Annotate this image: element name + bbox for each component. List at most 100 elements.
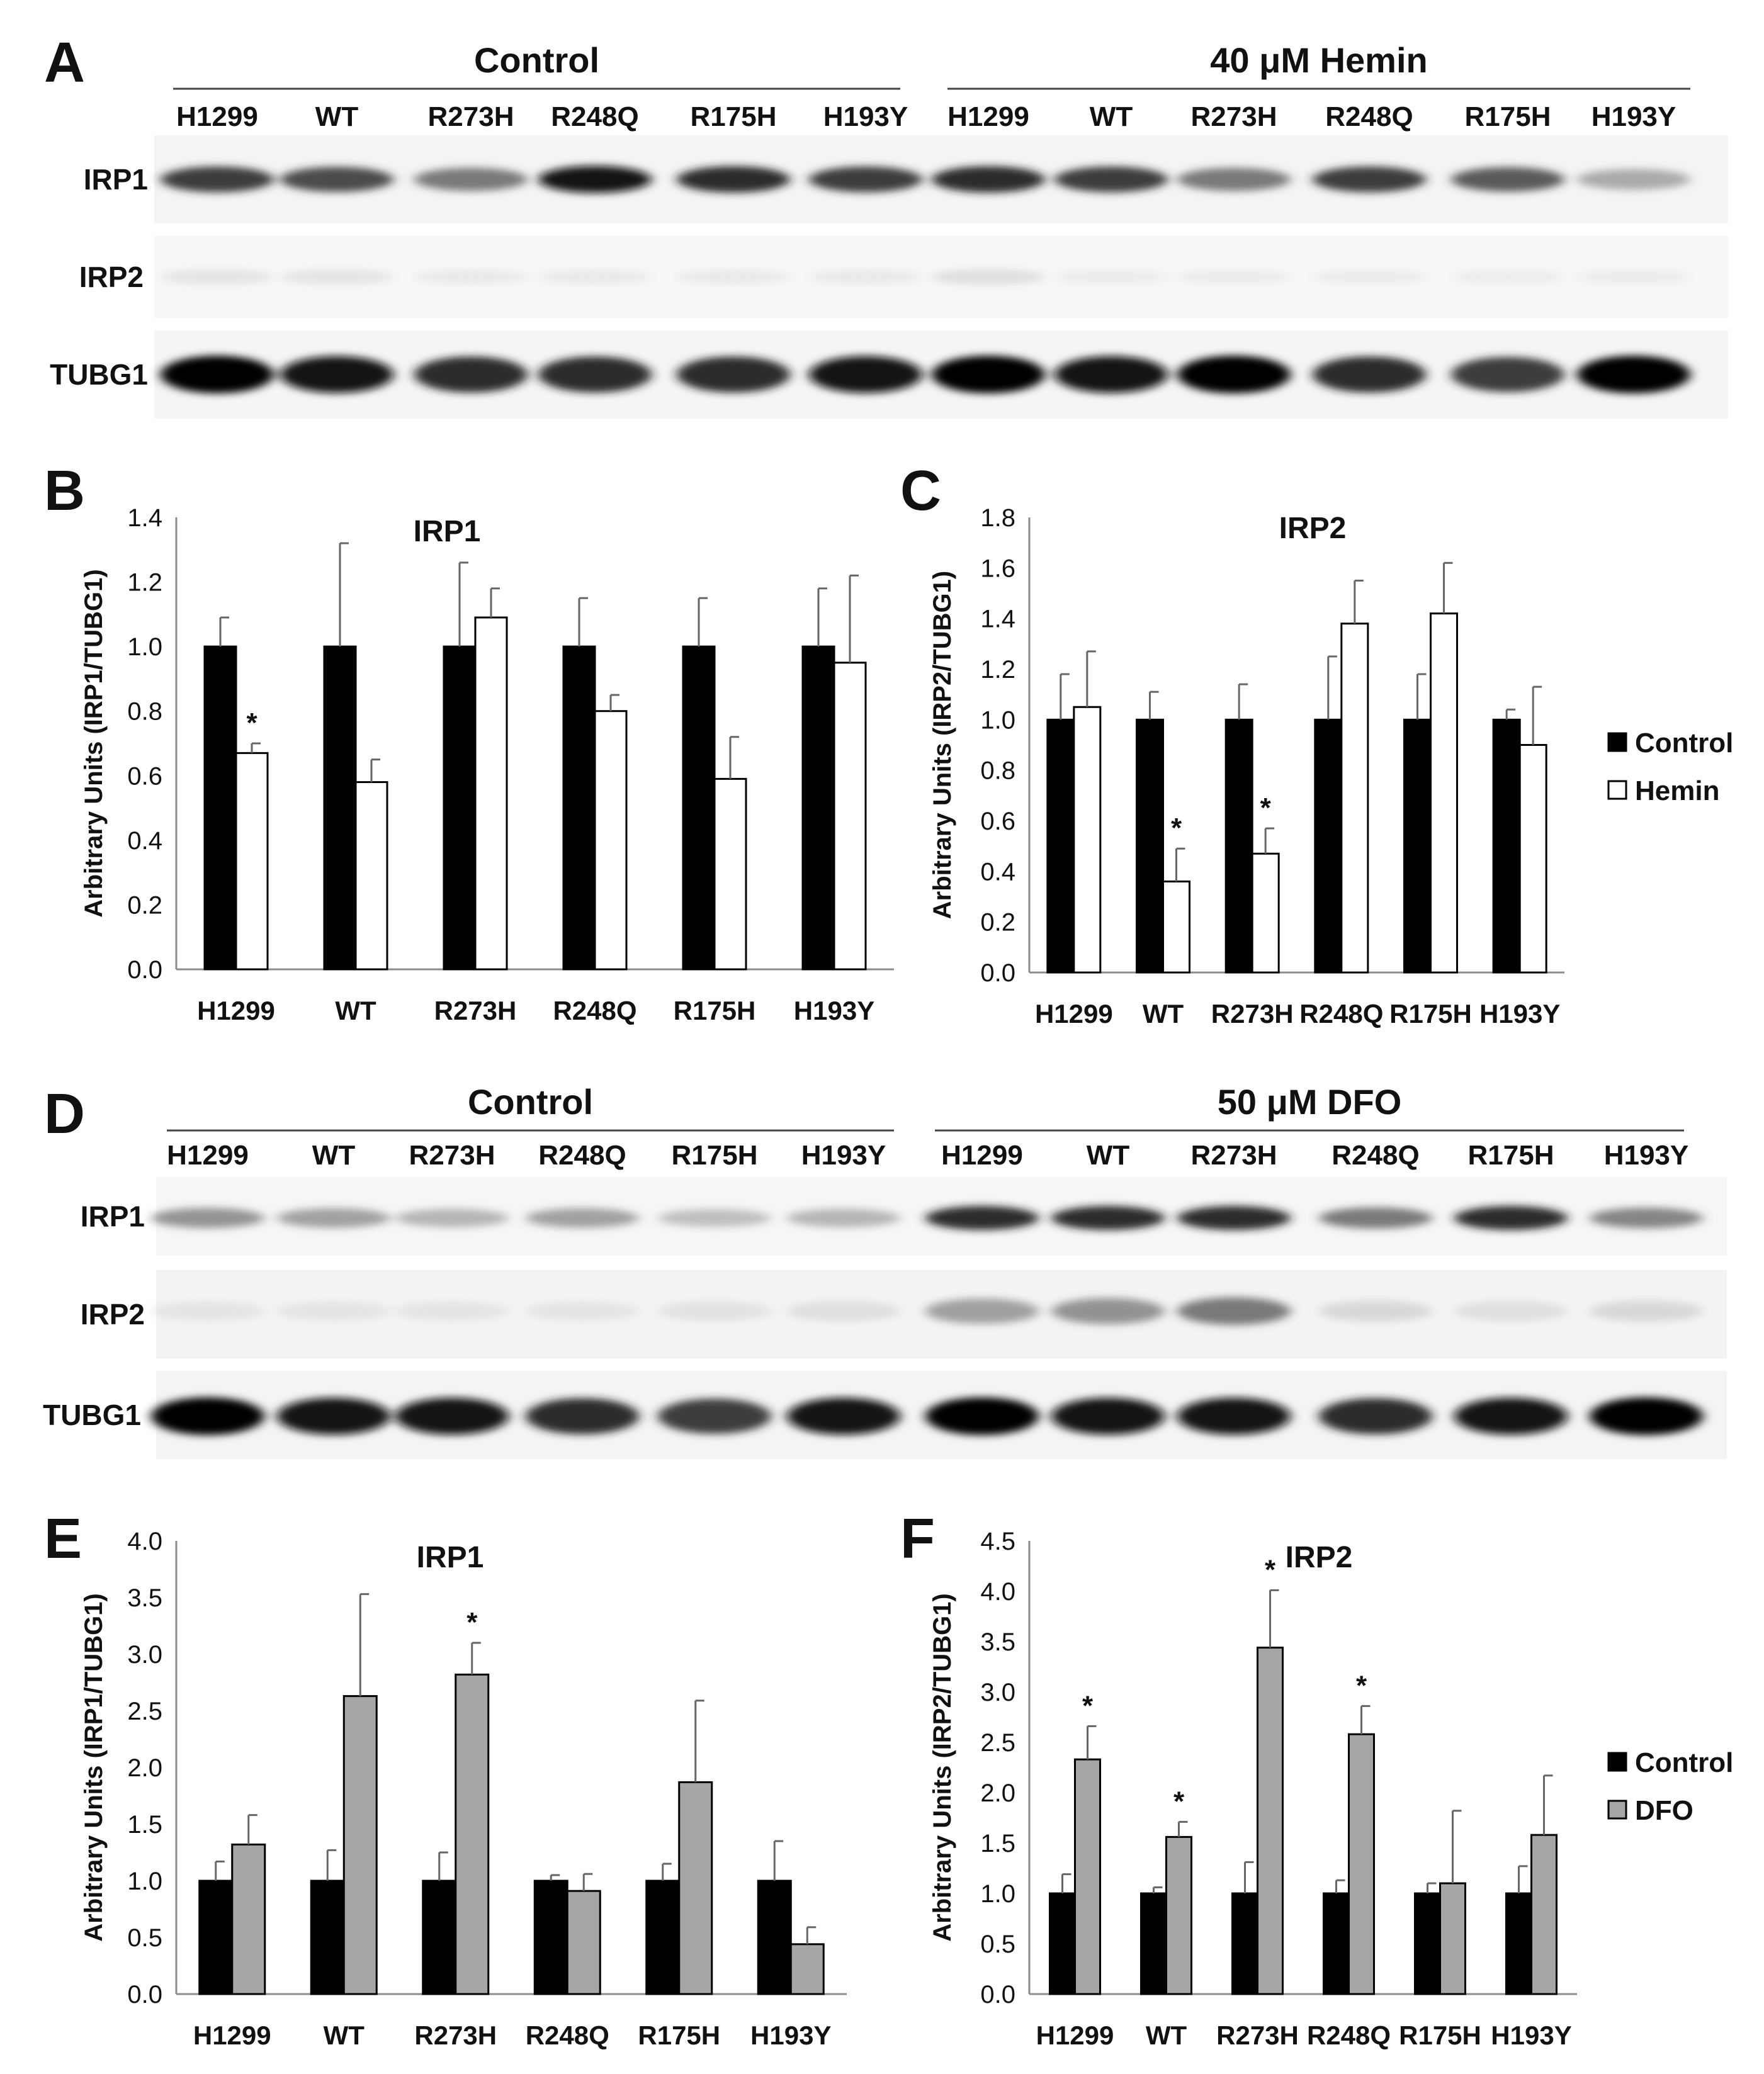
band: [1454, 1205, 1568, 1231]
chart-title: IRP1: [414, 515, 481, 548]
bar-hemin: [833, 662, 867, 971]
x-tick-label: R248Q: [526, 2020, 609, 2050]
bar-hemin: [1073, 706, 1102, 974]
bar-dfo: [231, 1843, 266, 1995]
band: [677, 356, 790, 393]
x-tick-label: H1299: [1036, 2020, 1114, 2050]
band: [925, 1205, 1039, 1231]
bar-hemin: [354, 781, 388, 971]
blot-blot_D: Control 50 μM DFO H1299 WT R273H R248Q R175H H1…: [43, 1082, 1727, 1459]
blot-bands: [161, 356, 1690, 393]
x-tick-label: R273H: [1211, 999, 1294, 1029]
y-tick-label: 0.2: [980, 909, 1015, 937]
band: [1051, 1205, 1165, 1231]
band: [1319, 1300, 1432, 1322]
x-tick-label: WT: [335, 996, 376, 1025]
x-tick-label: R175H: [1399, 2020, 1481, 2050]
band: [1451, 269, 1564, 285]
band: [1177, 269, 1291, 285]
band: [151, 1397, 264, 1435]
lane-label: H1299: [941, 1140, 1023, 1171]
y-axis-label: Arbitrary Units (IRP1/TUBG1): [80, 1593, 108, 1941]
lane-label: R175H: [1468, 1140, 1554, 1171]
lane-label: R273H: [1191, 101, 1277, 132]
y-tick-label: 1.0: [127, 1868, 162, 1895]
x-tick-label: WT: [1143, 999, 1184, 1029]
y-tick-label: 1.5: [127, 1811, 162, 1839]
lane-label: R175H: [672, 1140, 758, 1171]
band: [538, 356, 652, 393]
y-tick-label: 1.2: [980, 656, 1015, 684]
y-tick-label: 0.0: [980, 1981, 1015, 2009]
legend-label: DFO: [1635, 1795, 1693, 1826]
y-tick-label: 0.5: [127, 1924, 162, 1952]
band: [395, 1301, 509, 1321]
band: [1177, 1397, 1291, 1435]
blot-row-label: TUBG1: [50, 358, 148, 391]
y-tick-label: 1.0: [980, 706, 1015, 734]
significance-star: *: [1260, 792, 1272, 823]
bar-control: [645, 1880, 681, 1995]
y-tick-label: 4.0: [980, 1578, 1015, 1606]
x-tick-label: H193Y: [750, 2020, 831, 2050]
band: [1177, 356, 1291, 393]
bar-control: [533, 1880, 568, 1995]
band: [1313, 166, 1426, 193]
bar-control: [801, 645, 835, 971]
bar-control: [1136, 718, 1164, 974]
lane-label: R175H: [691, 101, 777, 132]
bar-dfo: [1530, 1834, 1558, 1995]
bar-control: [682, 645, 716, 971]
legend-swatch: [1607, 780, 1627, 800]
significance-star: *: [466, 1607, 478, 1638]
bar-control: [310, 1880, 345, 1995]
lane-label: H193Y: [823, 101, 908, 132]
lane-label: WT: [1087, 1140, 1130, 1171]
x-tick-label: R248Q: [553, 996, 636, 1025]
y-tick-label: 2.0: [980, 1779, 1015, 1807]
y-tick-label: 1.2: [127, 569, 162, 597]
band: [1590, 1397, 1703, 1435]
band: [280, 269, 393, 285]
bar-control: [1414, 1892, 1441, 1995]
band: [538, 269, 652, 285]
band: [932, 356, 1045, 393]
blot-bands: [161, 166, 1690, 193]
bar-control: [1140, 1892, 1167, 1995]
band: [526, 1208, 639, 1228]
x-tick-label: WT: [1146, 2020, 1187, 2050]
bar-control: [443, 645, 477, 971]
bar-dfo: [566, 1890, 601, 1995]
band: [658, 1301, 771, 1321]
bar-control: [198, 1880, 234, 1995]
panel-letter-e: E: [44, 1508, 82, 1570]
x-tick-label: H1299: [1035, 999, 1113, 1029]
x-tick-label: H1299: [193, 2020, 271, 2050]
band: [925, 1397, 1039, 1435]
band: [1054, 166, 1168, 193]
bar-hemin: [594, 710, 628, 971]
bar-control: [1224, 718, 1253, 974]
chart-title: IRP1: [417, 1541, 484, 1574]
x-tick-label: H193Y: [1479, 999, 1560, 1029]
band: [1577, 169, 1690, 190]
y-tick-label: 3.5: [980, 1628, 1015, 1656]
x-tick-label: R273H: [1216, 2020, 1299, 2050]
bar-dfo: [1074, 1758, 1101, 1995]
band: [925, 1298, 1039, 1324]
bar-control: [422, 1880, 457, 1995]
band: [526, 1398, 639, 1434]
chart-e: 0.0 0.5 1.0 1.5 2.0 2.5 3.0 3.5 4.0 IRP1 Arbitrary…: [80, 1528, 847, 2050]
y-tick-label: 3.5: [127, 1584, 162, 1612]
panel-letter-d: D: [44, 1083, 85, 1146]
band: [809, 166, 922, 193]
blot-group-label: Control: [468, 1082, 593, 1122]
y-tick-label: 1.4: [980, 606, 1015, 633]
band: [1590, 1207, 1703, 1229]
band: [414, 356, 528, 393]
band: [787, 1397, 900, 1435]
x-tick-label: H1299: [197, 996, 275, 1025]
band: [677, 269, 790, 285]
y-tick-label: 0.6: [127, 762, 162, 790]
lane-label: H1299: [176, 101, 258, 132]
